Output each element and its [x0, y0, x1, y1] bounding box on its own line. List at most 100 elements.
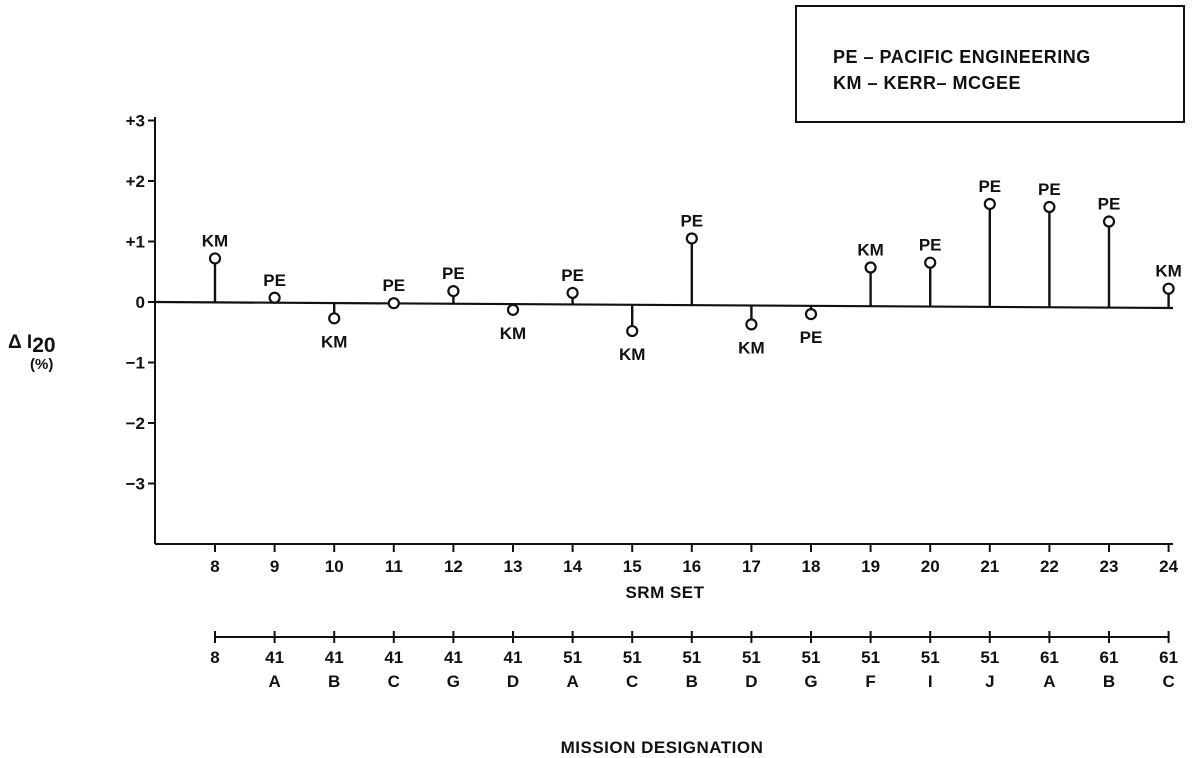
mission-tick-label-bottom: C — [388, 672, 400, 691]
point-label: PE — [442, 264, 465, 283]
x-axis: 8 9 10 11 12 13 14 15 16 17 18 19 20 21 22 23 24 — [155, 543, 1179, 576]
mission-tick-label-bottom: B — [328, 672, 340, 691]
y-tick-label: −3 — [126, 475, 145, 494]
data-point — [1162, 282, 1175, 295]
data-point — [685, 232, 698, 245]
data-point — [506, 303, 520, 316]
y-tick-label: −2 — [126, 414, 145, 433]
point-label: PE — [1038, 180, 1061, 199]
y-tick-label: +2 — [126, 172, 145, 191]
mission-tick-label-top: 51 — [623, 648, 642, 667]
mission-designation-axis: 8 41 A 41 B 41 C 41 G 41 D 51 A 51 C 51 B 51 D 51 G 51 F 51 I 51 J… — [210, 631, 1178, 691]
point-label: KM — [500, 324, 526, 343]
point-label: KM — [1155, 262, 1181, 281]
data-series: KM PE KM PE PE KM PE KM PE KM PE KM PE PE PE PE KM — [154, 177, 1182, 364]
data-point — [804, 308, 818, 321]
data-point — [864, 261, 877, 274]
mission-tick-label-top: 61 — [1040, 648, 1059, 667]
point-label: PE — [1098, 195, 1121, 214]
x-tick-label: 23 — [1100, 557, 1119, 576]
point-label: KM — [738, 338, 764, 357]
x-tick-label: 18 — [802, 557, 821, 576]
data-point — [566, 286, 579, 300]
x-tick-label: 10 — [325, 557, 344, 576]
x-tick-label: 12 — [444, 557, 463, 576]
y-axis: +3 +2 +1 0 −1 −2 −3 — [126, 112, 156, 544]
y-axis-label: Δ I20 — [8, 330, 56, 357]
data-point — [328, 312, 341, 325]
point-label: PE — [800, 328, 823, 347]
mission-tick-label-top: 41 — [384, 648, 403, 667]
data-point — [924, 256, 937, 269]
data-point — [1102, 215, 1116, 228]
x-tick-label: 9 — [270, 557, 279, 576]
x-tick-label: 21 — [980, 557, 999, 576]
mission-tick-label-bottom: J — [985, 672, 994, 691]
legend-entry-pe: PE – PACIFIC ENGINEERING — [833, 47, 1091, 67]
mission-tick-label-top: 61 — [1159, 648, 1178, 667]
mission-tick-label-top: 41 — [444, 648, 463, 667]
data-point — [387, 297, 400, 310]
y-axis-label-subscript: 20 — [32, 334, 56, 357]
mission-tick-label-top: 51 — [563, 648, 582, 667]
point-label: PE — [919, 236, 942, 255]
mission-tick-label-bottom: G — [447, 672, 460, 691]
x-tick-label: 24 — [1159, 557, 1178, 576]
mission-tick-label-bottom: D — [507, 672, 519, 691]
data-point — [208, 252, 222, 265]
point-label: PE — [561, 266, 584, 285]
mission-tick-label-top: 61 — [1100, 648, 1119, 667]
x-tick-label: 14 — [563, 557, 582, 576]
point-label: KM — [619, 345, 645, 364]
mission-tick-label-bottom: B — [1103, 672, 1115, 691]
x-tick-label: 16 — [682, 557, 701, 576]
mission-tick-label-top: 51 — [682, 648, 701, 667]
y-tick-label: −1 — [126, 354, 145, 373]
mission-tick-label-bottom: A — [1043, 672, 1055, 691]
y-tick-label: 0 — [136, 293, 145, 312]
data-point — [983, 197, 996, 211]
mission-tick-label-top: 51 — [980, 648, 999, 667]
mission-tick-label-top: 51 — [802, 648, 821, 667]
x-tick-label: 11 — [385, 557, 403, 576]
mission-tick-label-bottom: D — [745, 672, 757, 691]
x-tick-label: 8 — [210, 557, 219, 576]
y-axis-label-symbol: Δ I — [8, 332, 33, 353]
zero-baseline — [154, 300, 1174, 310]
mission-tick-label-top: 41 — [504, 648, 523, 667]
legend: PE – PACIFIC ENGINEERING KM – KERR– MCGE… — [795, 5, 1185, 123]
mission-tick-label-top: 41 — [265, 648, 284, 667]
mission-tick-label-top: 8 — [210, 648, 219, 667]
mission-tick-label-bottom: F — [865, 672, 875, 691]
point-label: PE — [263, 271, 286, 290]
data-point — [1043, 200, 1056, 214]
mission-tick-label-top: 51 — [861, 648, 880, 667]
mission-axis-title: MISSION DESIGNATION — [560, 738, 764, 757]
x-tick-label: 22 — [1040, 557, 1059, 576]
legend-entry-km: KM – KERR– MCGEE — [833, 73, 1022, 93]
x-axis-title: SRM SET — [625, 583, 705, 602]
data-point — [268, 291, 281, 304]
mission-tick-label-top: 41 — [325, 648, 344, 667]
mission-tick-label-top: 51 — [742, 648, 761, 667]
y-tick-label: +3 — [126, 112, 145, 131]
mission-tick-label-top: 51 — [921, 648, 940, 667]
mission-tick-label-bottom: C — [626, 672, 638, 691]
x-tick-label: 17 — [742, 557, 761, 576]
mission-tick-label-bottom: C — [1162, 672, 1174, 691]
x-tick-label: 19 — [861, 557, 880, 576]
point-label: PE — [382, 276, 405, 295]
mission-tick-label-bottom: B — [686, 672, 698, 691]
point-label: PE — [680, 211, 703, 230]
data-point — [745, 318, 758, 331]
mission-tick-label-bottom: A — [268, 672, 280, 691]
point-label: KM — [321, 332, 347, 351]
data-point — [626, 324, 639, 338]
y-axis-unit: (%) — [30, 356, 54, 373]
mission-tick-label-bottom: I — [928, 672, 933, 691]
x-tick-label: 13 — [504, 557, 523, 576]
point-label: KM — [857, 241, 883, 260]
x-tick-label: 15 — [623, 557, 642, 576]
mission-tick-label-bottom: A — [566, 672, 578, 691]
x-tick-label: 20 — [921, 557, 940, 576]
